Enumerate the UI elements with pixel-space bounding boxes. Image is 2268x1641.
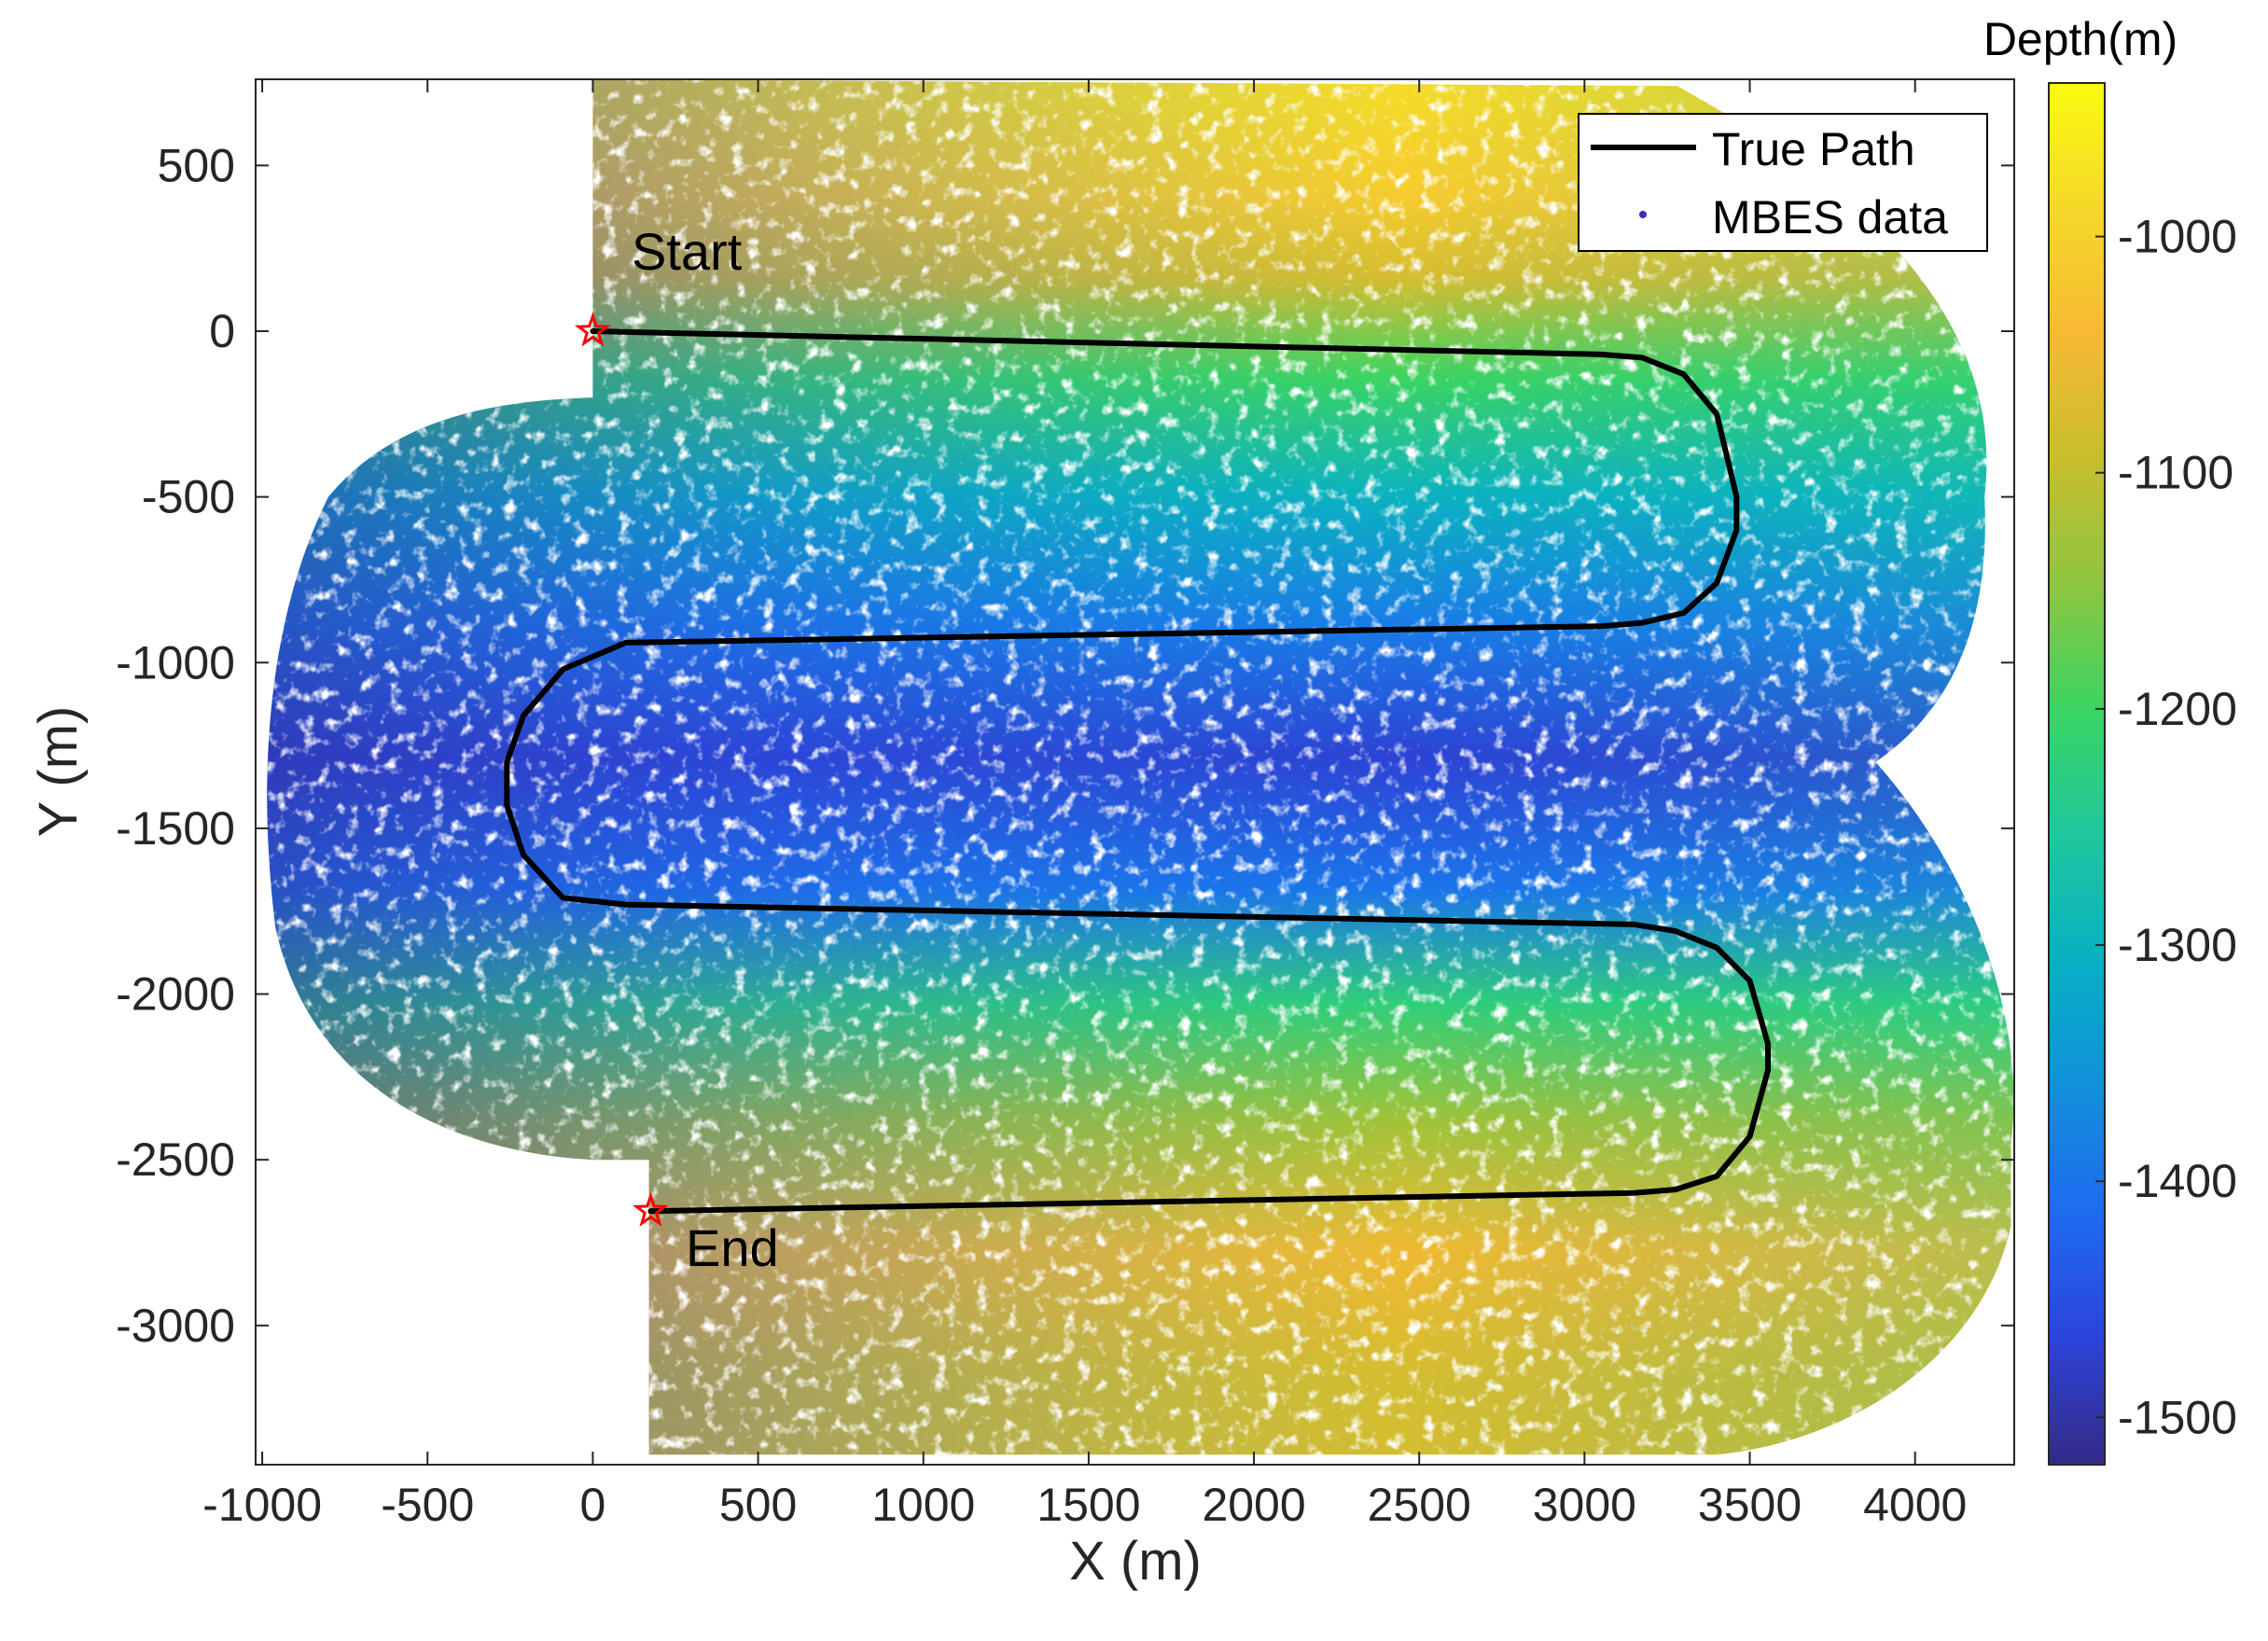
colorbar-tick-label: -1500 — [2118, 1391, 2237, 1443]
x-tick-label: -500 — [381, 1479, 474, 1531]
y-tick-label: -1500 — [116, 802, 235, 855]
x-axis-label: X (m) — [1069, 1531, 1202, 1592]
x-tick-label: 2500 — [1368, 1479, 1471, 1531]
end-label: End — [686, 1218, 779, 1277]
y-tick-label: 0 — [209, 305, 235, 357]
colorbar-tick-label: -1100 — [2118, 447, 2233, 499]
axes-box — [255, 78, 2015, 1466]
colorbar-gradient — [2048, 82, 2106, 1466]
colorbar-tick-label: -1400 — [2118, 1155, 2237, 1207]
start-marker — [574, 312, 611, 347]
x-tick-label: 3000 — [1533, 1479, 1636, 1531]
legend: True Path MBES data — [1578, 113, 1988, 252]
path-markers — [574, 312, 669, 1227]
legend-box — [1578, 113, 1988, 252]
colorbar-tick-label: -1300 — [2118, 919, 2237, 971]
x-tick-label: 1500 — [1037, 1479, 1140, 1531]
x-tick-label: 500 — [719, 1479, 797, 1531]
true-path-line — [504, 328, 1771, 1215]
colorbar-title: Depth(m) — [1983, 13, 2178, 65]
legend-mbes-data-label: MBES data — [1712, 191, 1948, 243]
mbes-data-series — [267, 79, 2014, 1455]
end-marker — [632, 1191, 669, 1227]
mbes-data-gaps — [267, 79, 2014, 1455]
x-tick-label: 3500 — [1698, 1479, 1802, 1531]
x-tick-label: 1000 — [871, 1479, 975, 1531]
y-tick-label: -1000 — [116, 636, 235, 688]
annotations: Start End — [632, 222, 779, 1277]
y-axis-label: Y (m) — [28, 706, 89, 838]
colorbar: Depth(m) -1000 -1100 -1200 -1300 -1400 -1500 — [1983, 13, 2237, 1466]
y-tick-label: -500 — [142, 471, 235, 523]
x-tick-label: 0 — [580, 1479, 606, 1531]
colorbar-tick-label: -1000 — [2118, 211, 2237, 263]
legend-true-path-label: True Path — [1712, 123, 1915, 175]
x-tick-label: -1000 — [202, 1479, 322, 1531]
y-tick-label: 500 — [158, 139, 235, 191]
x-tick-label: 2000 — [1202, 1479, 1305, 1531]
y-tick-label: -2500 — [116, 1133, 235, 1186]
y-axis-ticks: 500 0 -500 -1000 -1500 -2000 -2500 -3000 — [116, 139, 2014, 1352]
y-tick-label: -2000 — [116, 968, 235, 1021]
y-tick-label: -3000 — [116, 1300, 235, 1352]
x-axis-ticks: -1000 -500 0 500 1000 1500 2000 2500 3000 3500 400… — [202, 79, 1967, 1531]
true-path-series — [504, 328, 1771, 1215]
legend-mbes-data-swatch — [1639, 211, 1647, 218]
x-tick-label: 4000 — [1863, 1479, 1967, 1531]
colorbar-ticks: -1000 -1100 -1200 -1300 -1400 -1500 — [2095, 211, 2237, 1443]
colorbar-tick-label: -1200 — [2118, 683, 2237, 735]
start-label: Start — [632, 222, 743, 281]
